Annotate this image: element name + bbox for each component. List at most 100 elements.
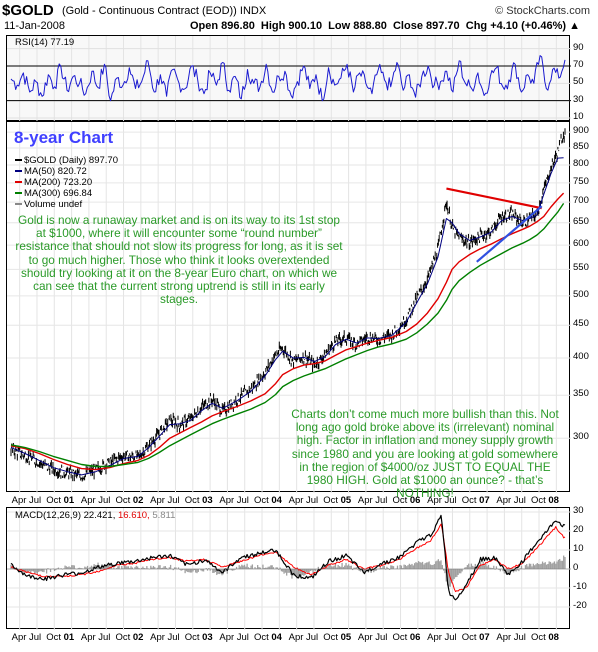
macd-x-tick-label: Apr	[219, 632, 235, 643]
price-panel: $GOLD (Daily) 897.70 MA(50) 820.72 MA(20…	[6, 121, 571, 493]
rsi-legend-label: RSI(14) 77.19	[15, 37, 75, 48]
price-tick-label: 850	[573, 141, 589, 153]
price-tick-label: 900	[573, 125, 589, 137]
price-x-tick-label: Oct	[461, 495, 477, 506]
macd-x-tick-label: Jul	[167, 632, 180, 643]
price-x-tick-label: Apr	[80, 495, 96, 506]
price-x-tick-label: 06	[409, 495, 421, 506]
price-x-tick-label: Jul	[305, 495, 319, 506]
price-x-tick-label: 04	[271, 495, 282, 506]
rsi-line	[10, 55, 566, 102]
price-tick-label: 450	[573, 318, 589, 330]
ohlc-summary: Open 896.80 High 900.10 Low 888.80 Close…	[190, 20, 580, 32]
macd-legend-hist: 5.811	[152, 510, 176, 521]
macd-line	[10, 514, 566, 601]
price-tick-label: 600	[573, 238, 589, 250]
price-x-tick-label: Apr	[427, 495, 442, 506]
price-x-tick-label: Jul	[236, 495, 249, 506]
price-tick-label: 650	[573, 215, 589, 227]
rsi-tick-label: 70	[573, 59, 584, 70]
price-x-tick-label: Jul	[513, 495, 526, 506]
price-x-tick-label: Jul	[98, 495, 111, 506]
rsi-tick-label: 90	[573, 41, 584, 53]
price-tick-label: 300	[573, 431, 589, 443]
commentary-right: Charts don’t come much more bullish than…	[291, 407, 559, 501]
price-x-tick-label: Apr	[219, 495, 235, 506]
price-x-tick-label: Oct	[531, 495, 546, 506]
price-x-tick-label: Oct	[184, 495, 200, 506]
price-x-tick-label: Oct	[46, 495, 62, 506]
macd-x-tick-label: Jul	[444, 632, 457, 643]
macd-tick-label: 30	[573, 505, 584, 516]
rsi-legend: RSI(14) 77.19	[15, 37, 74, 48]
price-x-tick-label: 07	[479, 495, 490, 506]
macd-x-tick-label: Apr	[427, 632, 442, 643]
macd-x-tick-label: 06	[409, 632, 421, 643]
price-tick-label: 550	[573, 262, 589, 274]
macd-x-tick-label: Jul	[28, 632, 42, 643]
macd-x-tick-label: Apr	[357, 632, 373, 643]
macd-x-tick-label: 05	[340, 632, 352, 643]
price-bars	[10, 128, 566, 482]
legend-ma200: MA(200) 723.20	[15, 177, 118, 188]
chart-title: 8-year Chart	[14, 128, 114, 147]
macd-x-tick-label: Apr	[496, 632, 512, 643]
macd-x-tick-label: 01	[63, 632, 75, 643]
macd-legend-macd: MACD(12,26,9) 22.421,	[15, 510, 116, 521]
macd-x-tick-label: Oct	[531, 632, 546, 643]
macd-x-tick-label: Oct	[115, 632, 131, 643]
price-x-tick-label: 03	[202, 495, 213, 506]
macd-x-tick-label: Oct	[461, 632, 477, 643]
macd-x-tick-label: Jul	[513, 632, 526, 643]
title-line: $GOLD (Gold - Continuous Contract (EOD))…	[0, 2, 598, 19]
rsi-tick-label: 10	[573, 111, 584, 122]
macd-legend-signal: 16.610,	[117, 510, 150, 521]
price-chart	[7, 122, 571, 493]
macd-x-tick-label: Jul	[375, 632, 388, 643]
rsi-tick-label: 50	[573, 76, 584, 88]
rsi-chart	[7, 36, 571, 122]
price-x-tick-label: Apr	[357, 495, 373, 506]
symbol: $GOLD	[2, 2, 54, 19]
rsi-tick-label: 30	[573, 93, 584, 105]
date: 11-Jan-2008	[4, 20, 65, 32]
macd-x-tick-label: Oct	[392, 632, 408, 643]
price-tick-label: 350	[573, 388, 589, 400]
macd-tick-label: 20	[573, 524, 584, 535]
price-x-tick-label: 01	[63, 495, 75, 506]
macd-legend: MACD(12,26,9) 22.421, 16.610, 5.811	[15, 510, 175, 521]
macd-tick-label: 10	[573, 543, 584, 554]
price-x-tick-label: Oct	[392, 495, 408, 506]
brand[interactable]: © StockCharts.com	[495, 5, 590, 17]
legend-ma300: MA(300) 696.84	[15, 188, 118, 199]
macd-panel: MACD(12,26,9) 22.421, 16.610, 5.811	[6, 507, 571, 630]
price-x-tick-label: Jul	[167, 495, 180, 506]
price-tick-label: 400	[573, 351, 589, 363]
trendline-red	[446, 187, 542, 210]
price-x-tick-label: Jul	[444, 495, 457, 506]
price-legend: $GOLD (Daily) 897.70 MA(50) 820.72 MA(20…	[15, 155, 118, 210]
price-tick-label: 700	[573, 195, 589, 207]
description: (Gold - Continuous Contract (EOD)) INDX	[62, 5, 267, 17]
macd-x-tick-label: Oct	[184, 632, 200, 643]
price-x-tick-label: Oct	[323, 495, 339, 506]
price-x-tick-label: Apr	[496, 495, 512, 506]
ma300-line	[10, 203, 565, 468]
price-x-tick-label: Jul	[28, 495, 42, 506]
macd-signal-line	[10, 523, 566, 593]
macd-x-tick-label: Jul	[305, 632, 319, 643]
commentary-left: Gold is now a runaway market and is on i…	[15, 213, 343, 307]
macd-x-tick-label: Apr	[80, 632, 96, 643]
macd-x-tick-label: Oct	[323, 632, 339, 643]
macd-x-tick-label: Apr	[150, 632, 165, 643]
macd-x-tick-label: 07	[479, 632, 490, 643]
info-line: 11-Jan-2008 Open 896.80 High 900.10 Low …	[0, 20, 598, 34]
price-x-tick-label: 08	[548, 495, 559, 506]
macd-x-tick-label: Apr	[11, 632, 27, 643]
macd-x-tick-label: Jul	[236, 632, 249, 643]
price-x-tick-label: 02	[132, 495, 144, 506]
price-tick-label: 500	[573, 288, 589, 300]
macd-x-tick-label: Oct	[254, 632, 269, 643]
legend-ma50: MA(50) 820.72	[15, 166, 118, 177]
price-tick-label: 750	[573, 175, 589, 187]
